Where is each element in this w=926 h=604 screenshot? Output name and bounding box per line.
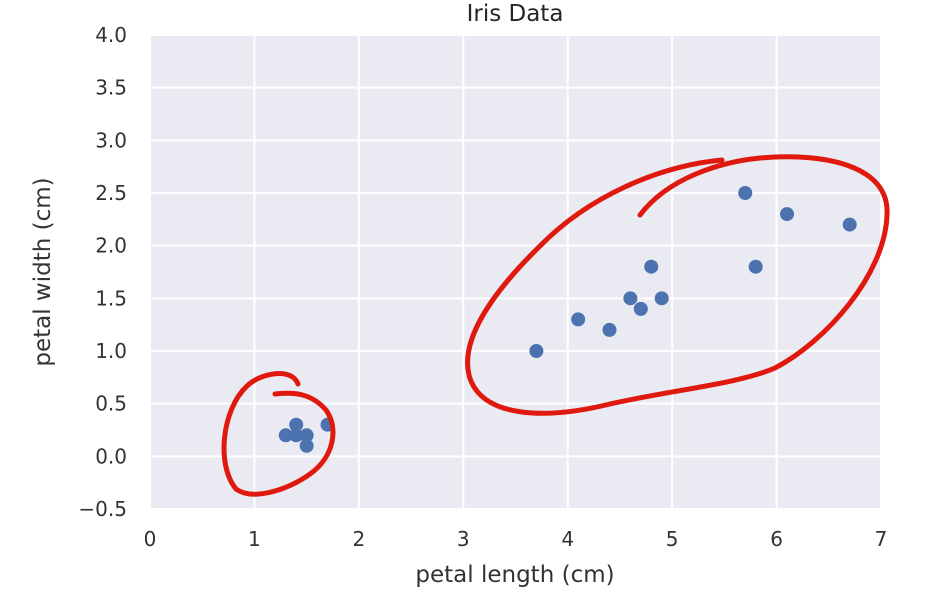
y-tick-label: 2.0	[95, 234, 127, 258]
data-point	[780, 207, 795, 222]
y-tick-label: 3.0	[95, 128, 127, 152]
y-tick-label: 0.5	[95, 392, 127, 416]
data-point	[278, 428, 293, 443]
hand-drawn-annotations	[221, 154, 890, 497]
y-tick-label: 4.0	[95, 23, 127, 47]
data-point	[623, 291, 638, 306]
grid-lines	[149, 34, 882, 510]
data-point	[654, 291, 669, 306]
annotation-circle-left	[221, 371, 336, 497]
data-point	[299, 438, 314, 453]
x-axis-title: petal length (cm)	[415, 562, 614, 588]
data-point	[748, 259, 763, 274]
y-tick-label: −0.5	[78, 497, 127, 521]
data-point	[289, 417, 304, 432]
x-tick-label: 7	[875, 527, 888, 551]
annotation-ellipse-right	[465, 154, 890, 416]
y-tick-label: 3.5	[95, 76, 127, 100]
x-tick-label: 2	[352, 527, 365, 551]
x-tick-label: 5	[666, 527, 679, 551]
y-tick-label: 1.5	[95, 286, 127, 310]
data-point	[299, 428, 314, 443]
data-point	[738, 186, 753, 200]
x-tick-label: 4	[561, 527, 574, 551]
x-tick-label: 0	[144, 527, 157, 551]
data-point	[633, 301, 648, 316]
data-points	[278, 186, 857, 453]
chart-title: Iris Data	[467, 1, 564, 27]
data-point	[289, 428, 304, 443]
data-point	[842, 217, 857, 232]
y-tick-label: 2.5	[95, 181, 127, 205]
x-tick-labels: 0 1 2 3 4 5 6 7	[144, 527, 888, 551]
x-tick-label: 3	[457, 527, 470, 551]
y-tick-label: 1.0	[95, 339, 127, 363]
x-tick-label: 6	[770, 527, 783, 551]
data-point	[602, 322, 617, 337]
data-point	[644, 259, 659, 274]
y-tick-labels: −0.5 0.0 0.5 1.0 1.5 2.0 2.5 3.0 3.5 4.0	[78, 23, 127, 521]
data-point	[571, 312, 586, 327]
y-tick-label: 0.0	[95, 444, 127, 468]
y-axis-title: petal width (cm)	[30, 177, 56, 366]
data-point	[529, 344, 544, 358]
x-tick-label: 1	[248, 527, 261, 551]
